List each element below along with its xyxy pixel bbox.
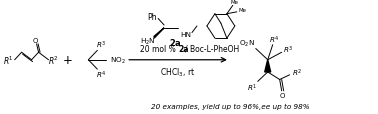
Text: $R^4$: $R^4$ — [96, 70, 107, 81]
Polygon shape — [154, 29, 164, 39]
Text: O: O — [280, 93, 285, 99]
Text: 20 mol %: 20 mol % — [140, 45, 178, 53]
Text: O: O — [33, 38, 38, 44]
Text: $R^1$: $R^1$ — [247, 82, 257, 93]
Text: $R^4$: $R^4$ — [270, 34, 280, 45]
Text: Me: Me — [239, 8, 247, 13]
Text: $R^2$: $R^2$ — [48, 54, 59, 66]
Text: 20 examples, yield up to 96%,ee up to 98%: 20 examples, yield up to 96%,ee up to 98… — [150, 103, 309, 109]
Text: $R^2$: $R^2$ — [291, 67, 302, 78]
Text: Me: Me — [231, 0, 239, 5]
Text: / Boc-L-PheOH: / Boc-L-PheOH — [185, 45, 239, 53]
Text: 2a: 2a — [178, 45, 189, 53]
Text: CHCl$_3$, rt: CHCl$_3$, rt — [161, 66, 195, 79]
Text: O$_2$N: O$_2$N — [239, 38, 255, 49]
Text: NO$_2$: NO$_2$ — [110, 55, 126, 65]
Text: HN: HN — [181, 32, 192, 38]
Text: Ph: Ph — [147, 13, 157, 22]
Text: H$_2$N: H$_2$N — [140, 37, 156, 47]
Text: $R^3$: $R^3$ — [282, 44, 293, 56]
Text: $R^3$: $R^3$ — [96, 40, 107, 51]
Text: $\mathbf{2a}$: $\mathbf{2a}$ — [169, 37, 181, 48]
Polygon shape — [265, 60, 271, 72]
Text: $R^1$: $R^1$ — [3, 54, 14, 66]
Text: +: + — [62, 54, 72, 67]
